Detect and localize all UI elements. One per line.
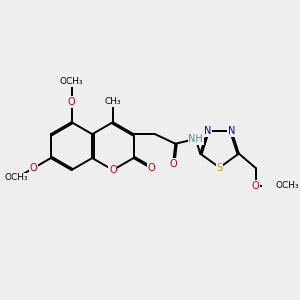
Text: O: O	[29, 163, 37, 173]
Text: O: O	[68, 97, 75, 107]
Text: OCH₃: OCH₃	[60, 77, 83, 86]
Text: CH₃: CH₃	[105, 98, 121, 106]
Text: S: S	[217, 163, 223, 172]
Text: O: O	[147, 163, 155, 173]
Text: O: O	[169, 159, 177, 169]
Text: N: N	[228, 126, 235, 136]
Text: NH: NH	[188, 134, 203, 144]
Text: OCH₃: OCH₃	[276, 181, 299, 190]
Text: O: O	[109, 165, 117, 175]
Text: OCH₃: OCH₃	[5, 173, 28, 182]
Text: N: N	[204, 126, 211, 136]
Text: O: O	[252, 181, 260, 191]
